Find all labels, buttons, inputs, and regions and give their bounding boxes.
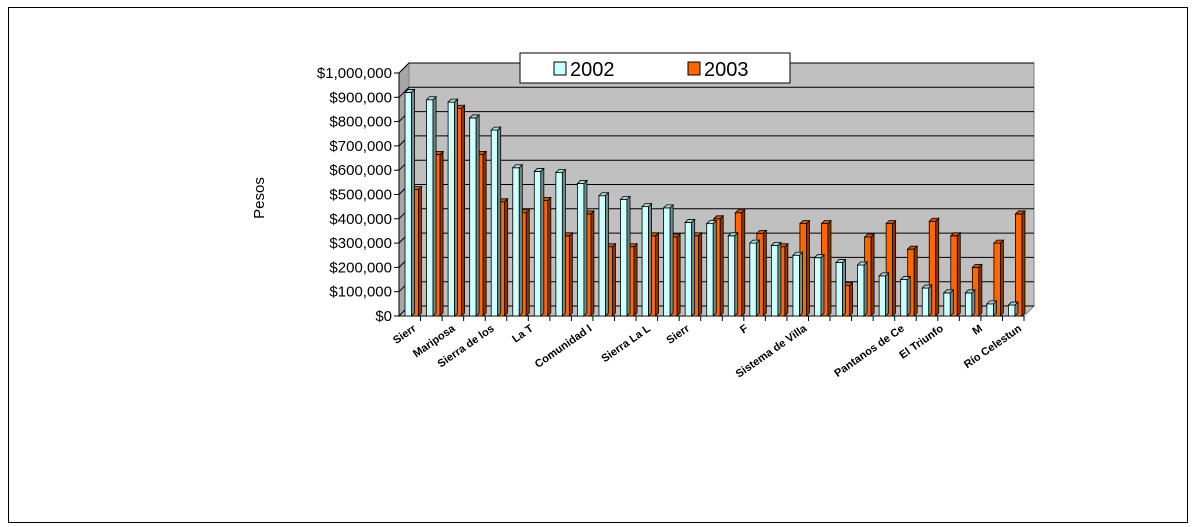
bar-2002 bbox=[662, 203, 675, 317]
x-category-label: Pantanos de Ce bbox=[832, 323, 906, 380]
x-category-label: F bbox=[738, 322, 751, 336]
bar-2002 bbox=[770, 241, 782, 317]
bar-2002 bbox=[748, 239, 761, 317]
bar-2003 bbox=[626, 242, 638, 317]
y-tick-label: $300,000 bbox=[329, 235, 392, 252]
bar-2002 bbox=[727, 231, 739, 317]
bar-2002 bbox=[597, 191, 610, 317]
bar-2002 bbox=[964, 288, 976, 317]
y-tick-label: $0 bbox=[375, 308, 392, 325]
bar-2002 bbox=[641, 202, 653, 317]
bar-2003 bbox=[798, 219, 811, 317]
x-category-label: Sierra La L bbox=[599, 322, 653, 365]
bar-2003 bbox=[863, 233, 876, 317]
bar-2002 bbox=[404, 88, 416, 317]
y-tick-label: $1,000,000 bbox=[317, 65, 392, 82]
bar-2003 bbox=[561, 231, 574, 317]
bar-2002 bbox=[684, 218, 696, 317]
bar-2002 bbox=[554, 168, 567, 317]
bar-2003 bbox=[885, 219, 897, 317]
x-category-label: Comunidad I bbox=[533, 323, 594, 371]
bars bbox=[404, 88, 1026, 321]
legend: 2002 2003 bbox=[519, 52, 791, 84]
legend-entry: 2002 bbox=[570, 59, 615, 81]
bar-2003 bbox=[992, 239, 1005, 317]
bar-2002 bbox=[985, 299, 998, 317]
bar-2002 bbox=[619, 195, 631, 317]
bar-2002 bbox=[576, 179, 588, 317]
bar-2002 bbox=[490, 126, 502, 317]
bar-2002 bbox=[835, 258, 847, 317]
bar-2003 bbox=[971, 263, 983, 317]
bar-2002 bbox=[791, 251, 804, 317]
bar-2002 bbox=[942, 288, 955, 317]
bar-2002 bbox=[899, 275, 912, 317]
gridline bbox=[398, 62, 1034, 74]
legend-swatch bbox=[687, 61, 701, 76]
bar-2003 bbox=[411, 185, 423, 317]
bar-2002 bbox=[533, 167, 545, 317]
bar-2002 bbox=[856, 261, 869, 317]
chart-frame: $0 $100,000 $200,000 $300,000 $400,000 $500,0… bbox=[8, 7, 1188, 523]
bar-chart: $0 $100,000 $200,000 $300,000 $400,000 $500,0… bbox=[251, 52, 1036, 380]
y-tick-label: $700,000 bbox=[329, 138, 392, 155]
bar-2003 bbox=[432, 150, 445, 317]
bar-2003 bbox=[1014, 209, 1026, 317]
x-category-label: Sierr bbox=[664, 322, 692, 347]
y-tick-label: $500,000 bbox=[329, 187, 392, 204]
legend-entry: 2003 bbox=[704, 59, 749, 81]
bar-2002 bbox=[705, 219, 718, 317]
y-tick-label: $100,000 bbox=[329, 284, 392, 301]
bar-2002 bbox=[1007, 301, 1019, 317]
legend-swatch bbox=[553, 61, 567, 76]
bar-2003 bbox=[928, 217, 940, 317]
bar-2003 bbox=[906, 245, 919, 317]
bar-2003 bbox=[518, 208, 531, 317]
gridline bbox=[398, 86, 1034, 98]
x-category-label: El Triunfo bbox=[897, 322, 946, 361]
bar-2002 bbox=[921, 284, 933, 317]
y-axis-label: Pesos bbox=[251, 177, 268, 219]
bar-2003 bbox=[454, 104, 466, 317]
x-category-label: M bbox=[970, 323, 984, 338]
y-tick-label: $600,000 bbox=[329, 162, 392, 179]
bar-2002 bbox=[878, 271, 890, 317]
bar-2003 bbox=[949, 231, 962, 317]
bar-2002 bbox=[468, 113, 481, 317]
y-tick-label: $200,000 bbox=[329, 259, 392, 276]
bar-2002 bbox=[447, 98, 459, 317]
x-category-label: Sierr bbox=[391, 322, 419, 347]
bar-2002 bbox=[813, 253, 825, 317]
bar-2002 bbox=[425, 95, 438, 317]
y-tick-label: $400,000 bbox=[329, 211, 392, 228]
y-tick-label: $800,000 bbox=[329, 114, 392, 131]
y-tick-label: $900,000 bbox=[329, 89, 392, 106]
x-category-label: La T bbox=[510, 322, 536, 345]
bar-2002 bbox=[511, 163, 524, 317]
